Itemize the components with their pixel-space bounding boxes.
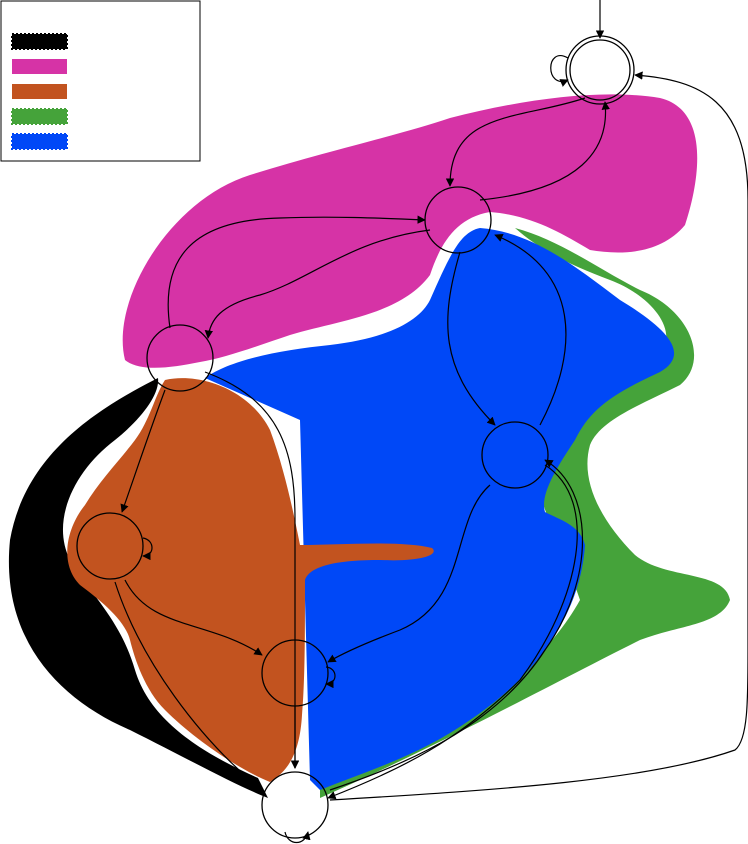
legend-swatch-4 [11, 133, 68, 150]
edge-s4-s5 [124, 579, 263, 656]
edge-s0-s1 [445, 97, 586, 187]
green-region [320, 228, 730, 798]
edge-s1-s3 [447, 251, 496, 426]
edge-s6-s3 [329, 459, 584, 791]
self-loop-s5 [325, 666, 336, 689]
edge-s2-s1 [167, 215, 426, 329]
legend-swatch-0 [11, 33, 68, 50]
state-node-s0 [565, 35, 635, 105]
legend-swatch-1 [12, 59, 67, 74]
self-loop-s4 [142, 537, 153, 561]
legend-swatch-3 [11, 108, 68, 125]
orange-region [67, 378, 434, 782]
edge-s3-s1 [494, 234, 567, 426]
legend [0, 0, 201, 162]
magenta-region [122, 94, 698, 368]
legend-swatch-2 [12, 84, 67, 99]
edge-s1-s2 [204, 229, 431, 339]
edge-s2-s4 [120, 389, 166, 513]
blue-region [205, 228, 675, 790]
self-loop-s6 [284, 831, 311, 844]
edge-s3-s6 [327, 464, 578, 800]
state-node-s5 [261, 639, 329, 707]
black-region [8, 378, 268, 798]
nodes [76, 35, 635, 839]
regions [8, 94, 730, 798]
state-node-s2 [146, 324, 214, 392]
edge-s1-s0 [479, 101, 610, 201]
state-node-s1 [424, 186, 492, 254]
edges [114, 0, 748, 844]
state-node-s6 [261, 771, 329, 839]
edge-s6-s0 [329, 71, 748, 801]
edge-s2-s6 [204, 371, 300, 769]
state-node-s4 [76, 512, 144, 580]
edge-s3-s5 [327, 484, 491, 663]
self-loop-s0 [550, 55, 569, 87]
state-node-s3 [481, 421, 549, 489]
edge-s4-s6 [114, 581, 263, 791]
